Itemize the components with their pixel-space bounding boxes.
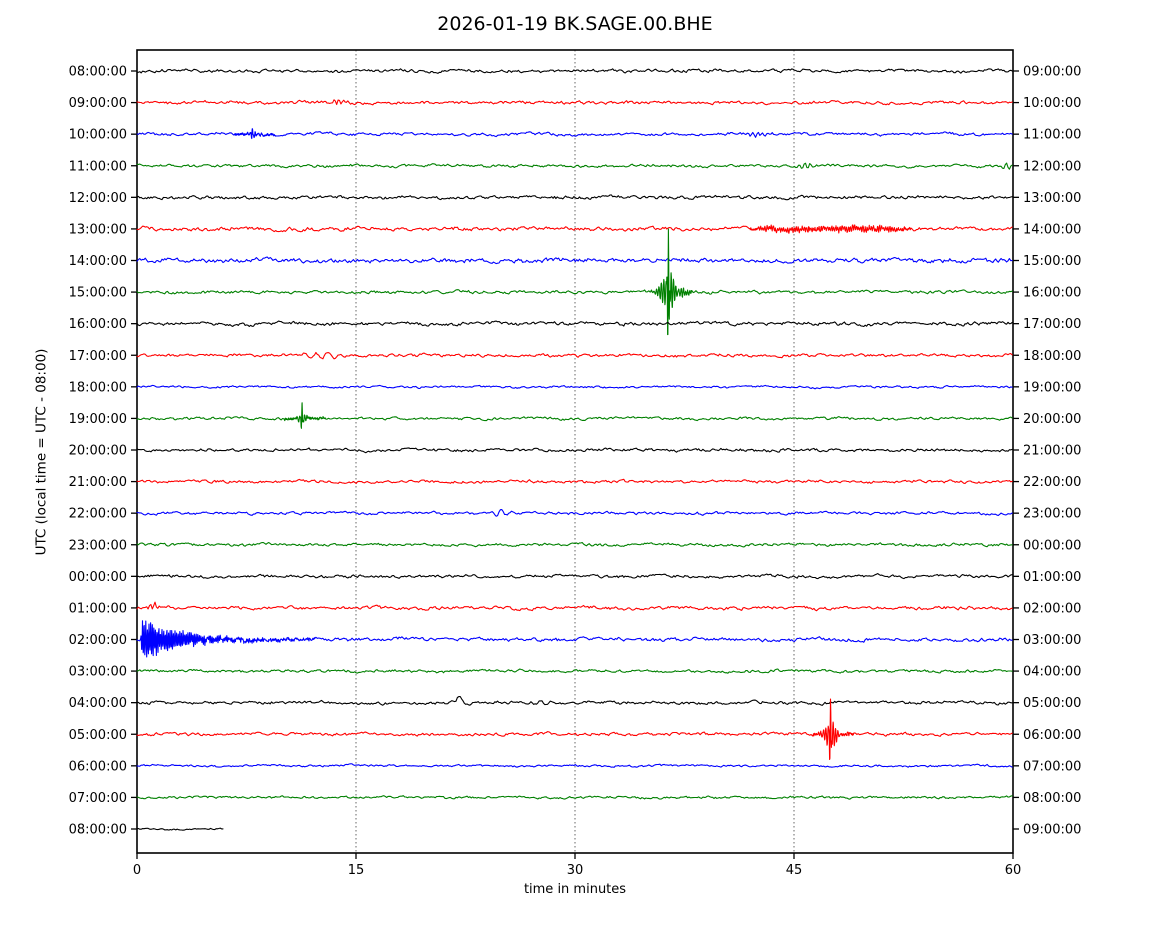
utc-label-24: 08:00:00 [69,823,127,838]
trace-row-5-13:00:00 [136,224,1013,234]
trace-row-24-08:00:00 [136,827,224,831]
trace-row-3-11:00:00 [136,162,1013,170]
utc-label-3: 11:00:00 [69,159,127,174]
trace-row-23-07:00:00 [136,795,1013,800]
trace-row-22-06:00:00 [136,763,1013,768]
utc-label-5: 13:00:00 [69,222,127,237]
local-label-11: 20:00:00 [1023,412,1081,427]
plot-title: 2026-01-19 BK.SAGE.00.BHE [437,13,713,35]
local-label-13: 22:00:00 [1023,475,1081,490]
utc-label-23: 07:00:00 [69,791,127,806]
local-label-22: 07:00:00 [1023,759,1081,774]
utc-label-21: 05:00:00 [69,728,127,743]
utc-label-14: 22:00:00 [69,507,127,522]
utc-label-2: 10:00:00 [69,128,127,143]
local-label-16: 01:00:00 [1023,570,1081,585]
utc-label-12: 20:00:00 [69,444,127,459]
trace-row-11-19:00:00 [136,402,1013,429]
local-label-15: 00:00:00 [1023,538,1081,553]
trace-row-8-16:00:00 [136,320,1013,328]
trace-row-2-10:00:00 [136,128,1013,140]
trace-row-7-15:00:00 [136,228,1013,336]
local-label-20: 05:00:00 [1023,696,1081,711]
local-label-0: 09:00:00 [1023,65,1081,80]
local-label-5: 14:00:00 [1023,222,1081,237]
utc-label-7: 15:00:00 [69,286,127,301]
utc-label-10: 18:00:00 [69,380,127,395]
local-label-23: 08:00:00 [1023,791,1081,806]
trace-row-10-18:00:00 [136,384,1013,390]
local-label-10: 19:00:00 [1023,380,1081,395]
x-tick-label-45: 45 [786,863,803,878]
trace-row-0-08:00:00 [136,68,1013,74]
utc-label-19: 03:00:00 [69,665,127,680]
trace-row-13-21:00:00 [136,478,1013,485]
trace-row-20-04:00:00 [136,695,1013,706]
utc-label-0: 08:00:00 [69,65,127,80]
local-label-4: 13:00:00 [1023,191,1081,206]
x-tick-label-15: 15 [348,863,365,878]
trace-row-9-17:00:00 [136,351,1013,360]
x-tick-label-60: 60 [1005,863,1022,878]
local-label-24: 09:00:00 [1023,823,1081,838]
x-tick-label-30: 30 [567,863,584,878]
utc-label-18: 02:00:00 [69,633,127,648]
local-label-21: 06:00:00 [1023,728,1081,743]
utc-label-13: 21:00:00 [69,475,127,490]
trace-row-19-03:00:00 [136,668,1013,674]
utc-label-16: 00:00:00 [69,570,127,585]
local-label-14: 23:00:00 [1023,507,1081,522]
utc-label-6: 14:00:00 [69,254,127,269]
x-tick-label-0: 0 [133,863,141,878]
utc-label-15: 23:00:00 [69,538,127,553]
utc-label-4: 12:00:00 [69,191,127,206]
trace-row-16-00:00:00 [136,573,1013,580]
utc-label-11: 19:00:00 [69,412,127,427]
utc-label-20: 04:00:00 [69,696,127,711]
utc-label-8: 16:00:00 [69,317,127,332]
local-label-6: 15:00:00 [1023,254,1081,269]
trace-row-21-05:00:00 [136,698,1013,761]
trace-row-15-23:00:00 [136,541,1013,548]
x-axis-label: time in minutes [523,882,627,897]
local-label-7: 16:00:00 [1023,286,1081,301]
trace-row-4-12:00:00 [136,194,1013,201]
local-label-2: 11:00:00 [1023,128,1081,143]
local-label-12: 21:00:00 [1023,444,1081,459]
trace-row-17-01:00:00 [136,601,1013,612]
local-label-1: 10:00:00 [1023,96,1081,111]
local-label-19: 04:00:00 [1023,665,1081,680]
local-label-3: 12:00:00 [1023,159,1081,174]
local-label-17: 02:00:00 [1023,601,1081,616]
trace-row-12-20:00:00 [136,447,1013,454]
utc-label-17: 01:00:00 [69,601,127,616]
utc-label-9: 17:00:00 [69,349,127,364]
trace-row-6-14:00:00 [136,256,1013,265]
utc-label-22: 06:00:00 [69,759,127,774]
trace-row-18-02:00:00 [136,620,1013,658]
utc-label-1: 09:00:00 [69,96,127,111]
local-label-18: 03:00:00 [1023,633,1081,648]
local-label-9: 18:00:00 [1023,349,1081,364]
local-label-8: 17:00:00 [1023,317,1081,332]
trace-row-1-09:00:00 [136,99,1013,106]
trace-row-14-22:00:00 [136,509,1013,517]
